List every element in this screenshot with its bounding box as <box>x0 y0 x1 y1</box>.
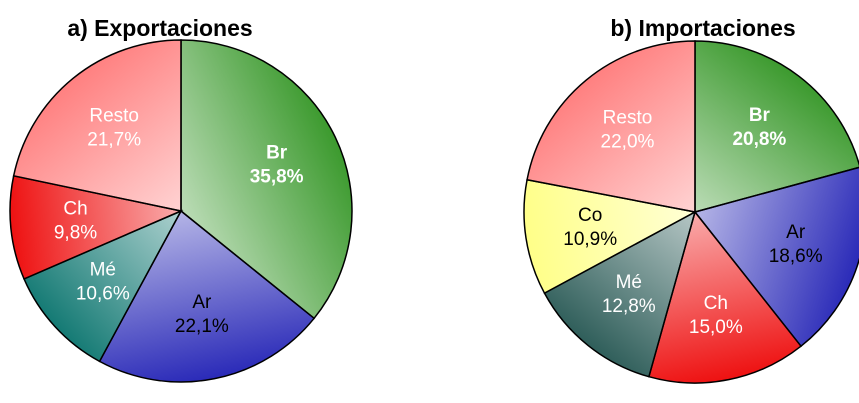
pie-slice <box>647 210 803 384</box>
pie-slice <box>526 40 696 213</box>
slice-label: Mé <box>90 260 116 281</box>
pie-slice <box>543 210 697 378</box>
pie-slice <box>523 178 698 295</box>
slice-value-label: 22,1% <box>175 316 229 337</box>
pie-slice <box>693 166 859 348</box>
slice-label: Resto <box>89 106 139 127</box>
slice-label: Co <box>578 205 602 226</box>
slice-label: Mé <box>616 272 642 293</box>
slice-value-label: 12,8% <box>602 296 656 317</box>
slice-label: Ar <box>786 222 806 243</box>
slice-value-label: 20,8% <box>732 129 786 150</box>
slice-value-label: 18,6% <box>769 246 823 267</box>
slice-label: Resto <box>603 107 653 128</box>
slice-value-label: 9,8% <box>54 223 97 244</box>
slice-value-label: 10,9% <box>563 229 617 250</box>
slice-label: Ar <box>192 292 212 313</box>
pie-slice <box>9 174 184 280</box>
slice-value-label: 35,8% <box>250 166 304 187</box>
slice-label: Br <box>266 142 288 163</box>
slice-label: Ch <box>63 199 87 220</box>
pie-slice <box>180 39 353 320</box>
slice-value-label: 22,0% <box>601 131 655 152</box>
pie-slice <box>694 40 859 213</box>
chart-title: b) Importaciones <box>610 15 795 41</box>
slice-label: Ch <box>704 293 728 314</box>
slice-value-label: 10,6% <box>76 284 130 305</box>
pie-slice <box>23 209 183 363</box>
slice-value-label: 15,0% <box>689 317 743 338</box>
slice-label: Br <box>749 105 771 126</box>
pie-slice <box>12 39 182 212</box>
slice-value-label: 21,7% <box>87 130 141 151</box>
chart-title: a) Exportaciones <box>67 15 252 41</box>
pie-slice <box>98 209 316 383</box>
